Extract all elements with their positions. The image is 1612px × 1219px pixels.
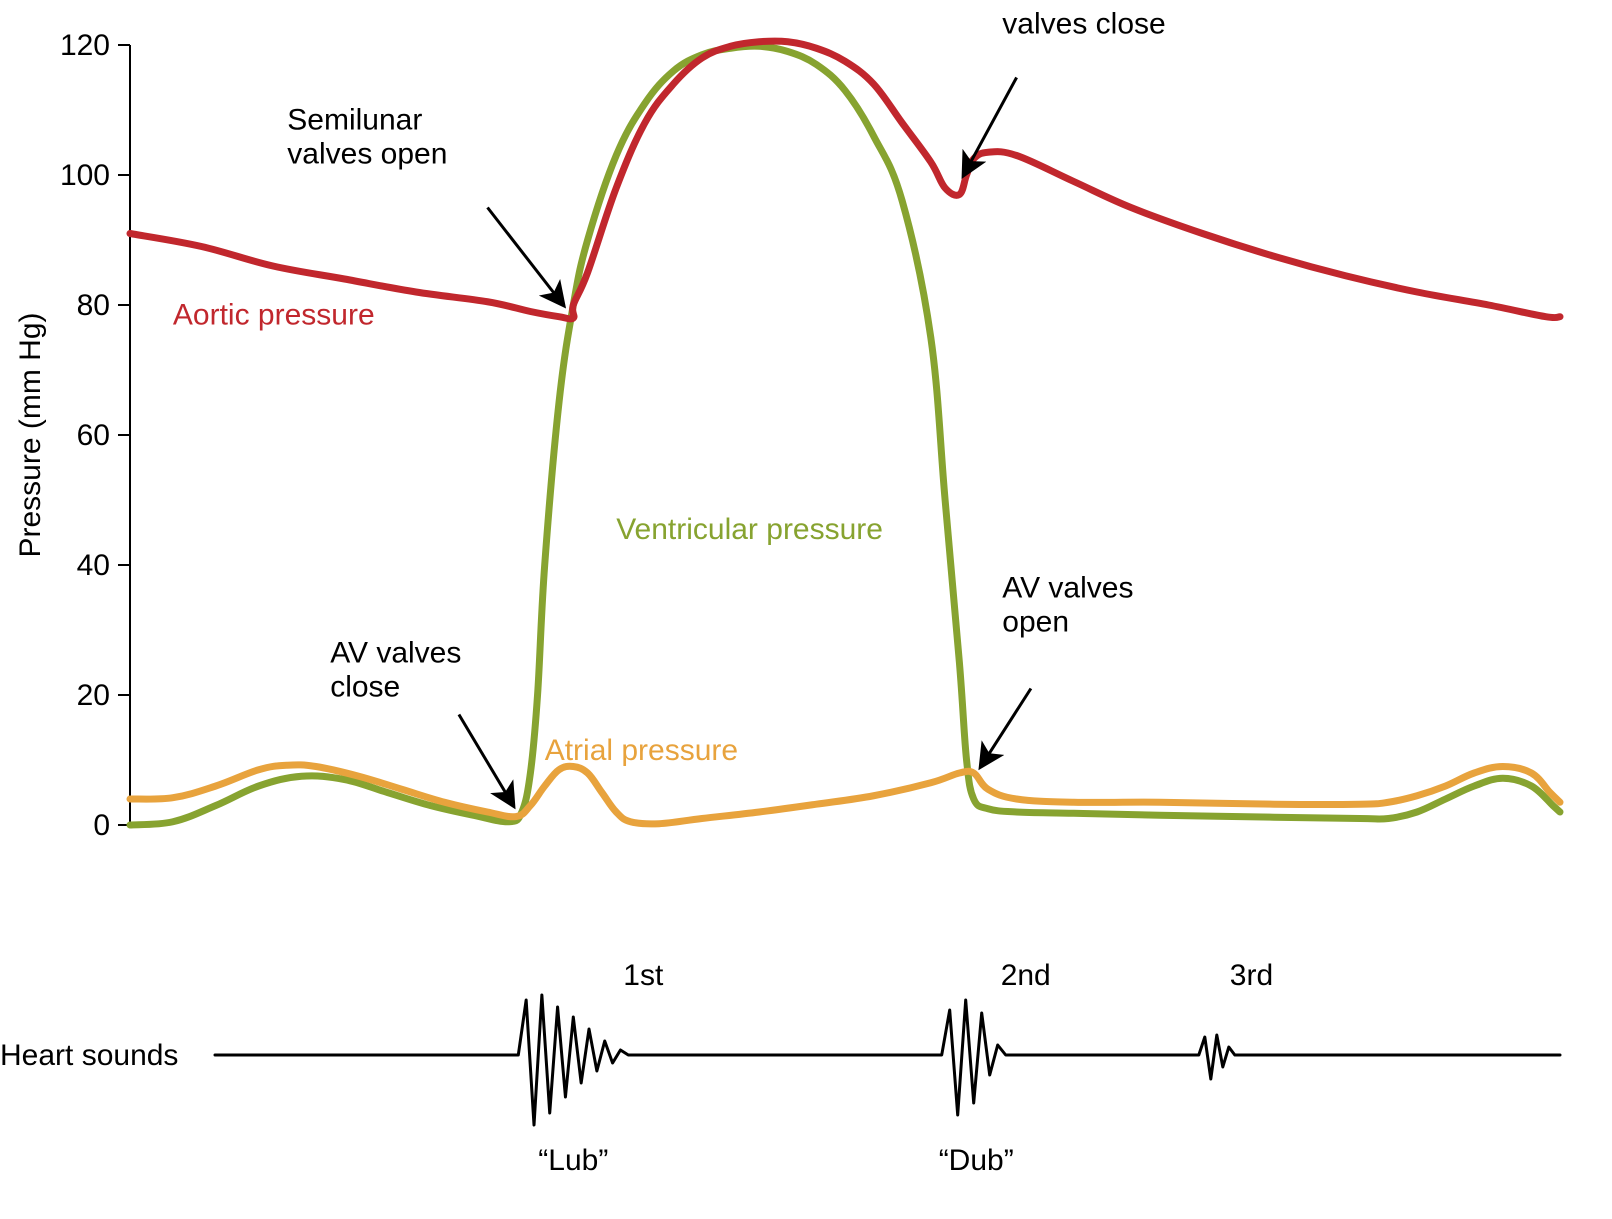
aortic-label: Aortic pressure [173,299,375,332]
annotation-arrow-sl-open [488,208,564,306]
sound-bottom-label-s1: “Lub” [538,1144,608,1177]
sound-top-label-s1: 1st [623,959,664,992]
ventricular-label: Ventricular pressure [616,513,883,546]
y-tick-label: 80 [77,289,110,322]
svg-text:valves open: valves open [287,138,447,171]
y-tick-label: 60 [77,419,110,452]
sound-bottom-label-s2: “Dub” [939,1144,1014,1177]
y-tick-label: 40 [77,549,110,582]
y-tick-label: 20 [77,679,110,712]
heart-sounds-label: Heart sounds [0,1039,178,1072]
svg-text:Semilunar: Semilunar [1002,0,1137,7]
annotation-av-open: AV valvesopen [981,572,1134,767]
heart-sounds-trace [215,995,1560,1125]
svg-text:AV valves: AV valves [330,637,461,670]
svg-text:valves close: valves close [1002,8,1165,41]
annotation-arrow-av-close [459,715,513,806]
y-tick-label: 0 [93,809,110,842]
cardiac-cycle-chart: 0 20 40 60 80 100 120 Pressure (mm Hg) Ventricul… [0,0,1612,1219]
y-tick-label: 120 [60,29,110,62]
y-tick-label: 100 [60,159,110,192]
atrial-label: Atrial pressure [545,734,738,767]
sound-top-label-s3: 3rd [1230,959,1273,992]
svg-text:AV valves: AV valves [1002,572,1133,605]
y-axis-label: Pressure (mm Hg) [14,312,47,557]
svg-text:close: close [330,671,400,704]
aortic-curve [130,41,1560,319]
svg-text:Semilunar: Semilunar [287,104,422,137]
annotation-arrow-sl-close [964,78,1017,176]
annotation-arrow-av-open [981,689,1031,767]
svg-text:open: open [1002,606,1069,639]
sound-top-label-s2: 2nd [1001,959,1051,992]
